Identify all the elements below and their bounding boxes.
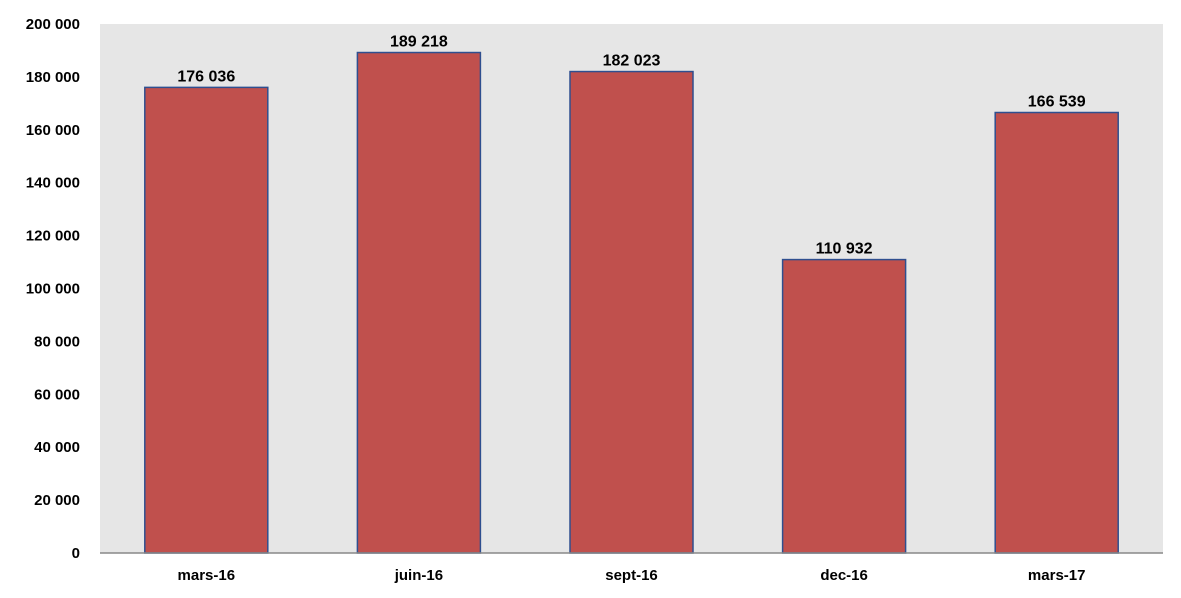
y-tick-label: 0	[72, 545, 80, 562]
data-label-juin-16: 189 218	[390, 34, 448, 51]
y-tick-label: 20 000	[34, 492, 80, 509]
y-axis-ticks: 0 20 000 40 000 60 000 80 000 100 000 120 000 1…	[26, 16, 80, 562]
x-tick-label: dec-16	[820, 567, 868, 584]
x-tick-label: juin-16	[394, 567, 443, 584]
data-label-sept-16: 182 023	[603, 53, 661, 70]
data-label-mars-16: 176 036	[177, 68, 235, 85]
y-tick-label: 160 000	[26, 122, 80, 139]
bar-juin-16	[356, 51, 482, 554]
data-label-mars-17: 166 539	[1028, 94, 1086, 111]
y-tick-label: 80 000	[34, 333, 80, 350]
x-axis-ticks: mars-16 juin-16 sept-16 dec-16 mars-17	[178, 567, 1086, 584]
y-tick-label: 200 000	[26, 16, 80, 33]
x-tick-label: mars-16	[178, 567, 236, 584]
x-tick-label: sept-16	[605, 567, 658, 584]
bar-mars-17	[994, 111, 1119, 554]
x-tick-label: mars-17	[1028, 567, 1086, 584]
data-labels: 176 036 189 218 182 023 110 932 166 539	[177, 34, 1085, 258]
y-tick-label: 140 000	[26, 175, 80, 192]
bar-sept-16	[569, 70, 694, 554]
y-tick-label: 180 000	[26, 69, 80, 86]
bar-dec-16	[781, 258, 907, 554]
y-tick-label: 100 000	[26, 281, 80, 298]
bar-series	[144, 51, 1119, 554]
y-tick-label: 60 000	[34, 386, 80, 403]
y-tick-label: 40 000	[34, 439, 80, 456]
data-label-dec-16: 110 932	[816, 241, 873, 258]
y-tick-label: 120 000	[26, 228, 80, 245]
bar-mars-16	[144, 86, 269, 554]
